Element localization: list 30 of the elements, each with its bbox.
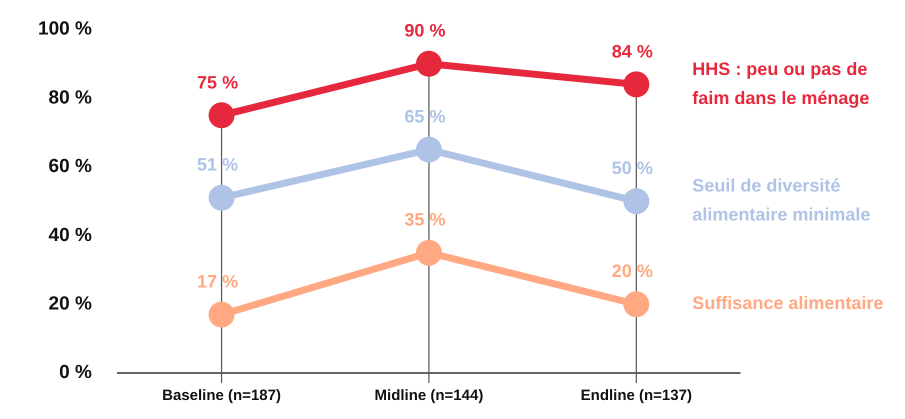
data-label: 50 %	[612, 158, 653, 178]
x-tick-label: Endline (n=137)	[580, 387, 692, 404]
y-tick-label: 40 %	[48, 224, 92, 246]
point	[208, 302, 235, 328]
y-tick-label: 60 %	[48, 156, 92, 178]
point	[623, 71, 650, 98]
data-label: 35 %	[404, 210, 446, 230]
point	[208, 184, 235, 211]
data-label: 51 %	[197, 154, 238, 175]
x-tick-label: Midline (n=144)	[374, 387, 484, 404]
point	[416, 136, 442, 163]
point	[623, 188, 650, 214]
y-tick-label: 20 %	[48, 294, 92, 315]
point	[416, 50, 442, 77]
data-label: 20 %	[612, 261, 653, 282]
point	[623, 291, 650, 318]
y-tick-label: 80 %	[48, 87, 92, 108]
data-label: 17 %	[197, 272, 238, 292]
x-tick-label: Baseline (n=187)	[162, 387, 281, 404]
data-label: 90 %	[404, 20, 446, 41]
y-tick-label: 100 %	[38, 18, 92, 40]
y-tick-label: 0 %	[59, 362, 92, 384]
text: Seuil de diversité alimentaire minimale	[692, 176, 870, 225]
point	[416, 240, 442, 266]
text: Suffisance alimentaire	[692, 293, 884, 314]
data-label: 65 %	[404, 106, 446, 127]
text: HHS : peu ou pas de faim dans le ménage	[692, 58, 870, 108]
data-label: 75 %	[197, 72, 238, 92]
data-label: 84 %	[612, 41, 653, 62]
point	[208, 102, 235, 128]
